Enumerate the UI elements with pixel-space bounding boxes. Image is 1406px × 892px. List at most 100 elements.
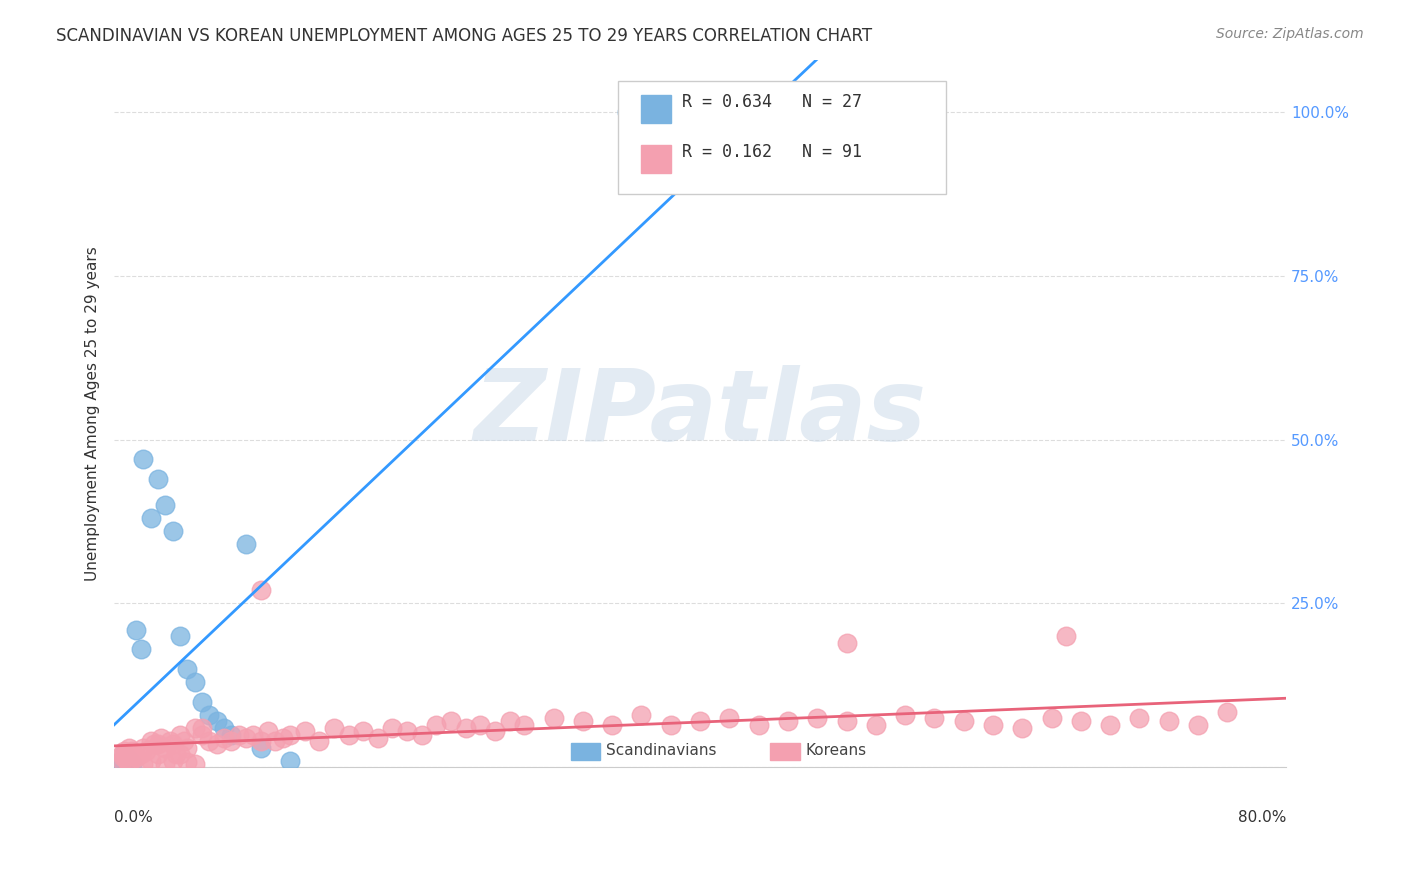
Point: [169, 629, 191, 643]
Text: Koreans: Koreans: [806, 744, 866, 758]
Point: [776, 714, 799, 729]
Point: [169, 727, 191, 741]
FancyBboxPatch shape: [641, 145, 671, 173]
Point: [110, 754, 132, 768]
Point: [228, 727, 250, 741]
Point: [249, 740, 271, 755]
Point: [132, 740, 155, 755]
Point: [146, 747, 169, 761]
Point: [115, 750, 138, 764]
Point: [543, 711, 565, 725]
Point: [139, 754, 162, 768]
Point: [865, 717, 887, 731]
Point: [117, 756, 139, 771]
Point: [659, 717, 682, 731]
Text: ZIPatlas: ZIPatlas: [474, 365, 927, 462]
Point: [440, 714, 463, 729]
Point: [748, 717, 770, 731]
Point: [176, 755, 198, 769]
Point: [125, 750, 148, 764]
Point: [117, 754, 139, 768]
Point: [121, 756, 143, 771]
Text: 0.0%: 0.0%: [114, 810, 153, 825]
Point: [198, 707, 221, 722]
Point: [125, 750, 148, 764]
Point: [1128, 711, 1150, 725]
Point: [278, 727, 301, 741]
Point: [139, 511, 162, 525]
Point: [894, 707, 917, 722]
Point: [616, 105, 638, 120]
Point: [1157, 714, 1180, 729]
Point: [129, 642, 152, 657]
Point: [212, 731, 235, 745]
Point: [1187, 717, 1209, 731]
Point: [308, 734, 330, 748]
Point: [396, 724, 419, 739]
Point: [205, 737, 228, 751]
Point: [425, 717, 447, 731]
Point: [162, 754, 184, 768]
FancyBboxPatch shape: [770, 742, 800, 760]
Point: [630, 707, 652, 722]
Point: [1099, 717, 1122, 731]
Point: [242, 727, 264, 741]
Point: [337, 727, 360, 741]
Point: [142, 737, 165, 751]
Point: [235, 731, 257, 745]
Point: [367, 731, 389, 745]
Point: [278, 754, 301, 768]
Point: [191, 727, 214, 741]
Point: [155, 756, 177, 771]
Point: [221, 734, 243, 748]
Point: [264, 734, 287, 748]
Point: [114, 744, 136, 758]
Point: [110, 747, 132, 761]
Point: [173, 734, 195, 748]
Point: [125, 623, 148, 637]
Point: [484, 724, 506, 739]
Point: [271, 731, 294, 745]
Point: [352, 724, 374, 739]
Point: [146, 472, 169, 486]
Point: [322, 721, 344, 735]
Point: [191, 721, 214, 735]
Point: [111, 756, 134, 771]
Point: [689, 714, 711, 729]
Point: [118, 754, 141, 768]
Point: [132, 452, 155, 467]
Point: [454, 721, 477, 735]
Point: [470, 717, 492, 731]
Point: [806, 711, 828, 725]
Point: [162, 524, 184, 539]
Point: [718, 711, 741, 725]
Point: [139, 734, 162, 748]
Point: [169, 747, 191, 761]
FancyBboxPatch shape: [619, 81, 946, 194]
Point: [221, 727, 243, 741]
Point: [111, 750, 134, 764]
Point: [155, 740, 177, 755]
Point: [120, 754, 142, 768]
Point: [1040, 711, 1063, 725]
Point: [159, 734, 181, 748]
Point: [249, 583, 271, 598]
Point: [114, 747, 136, 761]
Point: [600, 717, 623, 731]
Point: [294, 724, 316, 739]
Point: [184, 721, 207, 735]
Point: [1070, 714, 1092, 729]
Y-axis label: Unemployment Among Ages 25 to 29 years: Unemployment Among Ages 25 to 29 years: [86, 246, 100, 581]
Point: [118, 756, 141, 771]
Point: [411, 727, 433, 741]
Point: [249, 734, 271, 748]
Point: [110, 754, 132, 768]
Point: [162, 737, 184, 751]
Point: [981, 717, 1004, 731]
Point: [184, 756, 207, 771]
Point: [176, 662, 198, 676]
Point: [952, 714, 974, 729]
Point: [235, 537, 257, 551]
Text: Scandinavians: Scandinavians: [606, 744, 717, 758]
Point: [1011, 721, 1033, 735]
